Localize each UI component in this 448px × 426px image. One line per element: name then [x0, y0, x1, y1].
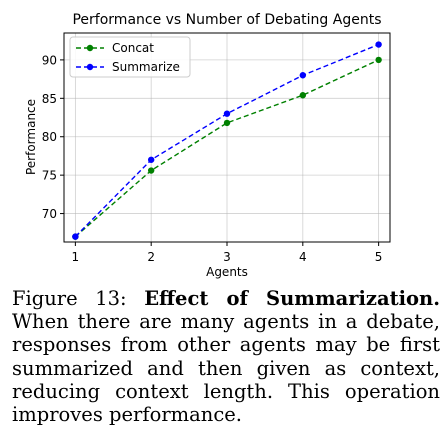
- y-tick-label: 75: [42, 169, 57, 183]
- data-point-summarize: [299, 72, 307, 79]
- series-line-concat: [74, 59, 379, 238]
- y-tick-label: 80: [42, 130, 57, 144]
- x-tick-label: 4: [299, 250, 307, 264]
- data-point-summarize: [147, 156, 155, 163]
- legend-marker-summarize: [86, 63, 94, 71]
- x-tick-label: 2: [147, 250, 155, 264]
- caption-title: Effect of Summarization.: [144, 287, 440, 310]
- figure-caption: Figure 13: Effect of Summarization. When…: [12, 287, 440, 426]
- y-tick-label: 70: [42, 207, 57, 221]
- x-axis-label: Agents: [206, 265, 248, 279]
- y-axis-label: Performance: [24, 99, 38, 175]
- series-layer: [72, 41, 382, 240]
- legend-label-summarize: Summarize: [112, 60, 180, 74]
- x-tick-label: 3: [223, 250, 231, 264]
- x-tick-label: 5: [375, 250, 383, 264]
- chart-title: Performance vs Number of Debating Agents: [72, 12, 381, 28]
- caption-label: Figure 13:: [12, 287, 145, 310]
- x-tick-label: 1: [72, 250, 80, 264]
- data-point-concat: [223, 119, 231, 127]
- data-point-summarize: [223, 110, 231, 117]
- legend: Concat Summarize: [69, 36, 191, 78]
- legend-marker-concat: [86, 44, 94, 52]
- data-point-summarize: [375, 41, 382, 48]
- data-point-concat: [299, 92, 307, 99]
- y-tick-label: 85: [42, 92, 57, 106]
- ticks: 1 2 3 4 5 70 75 80 85 90: [42, 53, 383, 264]
- legend-label-concat: Concat: [112, 41, 154, 55]
- caption-text: When there are many agents in a debate, …: [12, 310, 440, 426]
- data-point-concat: [375, 56, 382, 64]
- y-tick-label: 90: [42, 53, 57, 67]
- line-chart: Performance vs Number of Debating Agents…: [24, 12, 391, 279]
- data-point-summarize: [72, 233, 79, 240]
- data-point-concat: [147, 167, 155, 174]
